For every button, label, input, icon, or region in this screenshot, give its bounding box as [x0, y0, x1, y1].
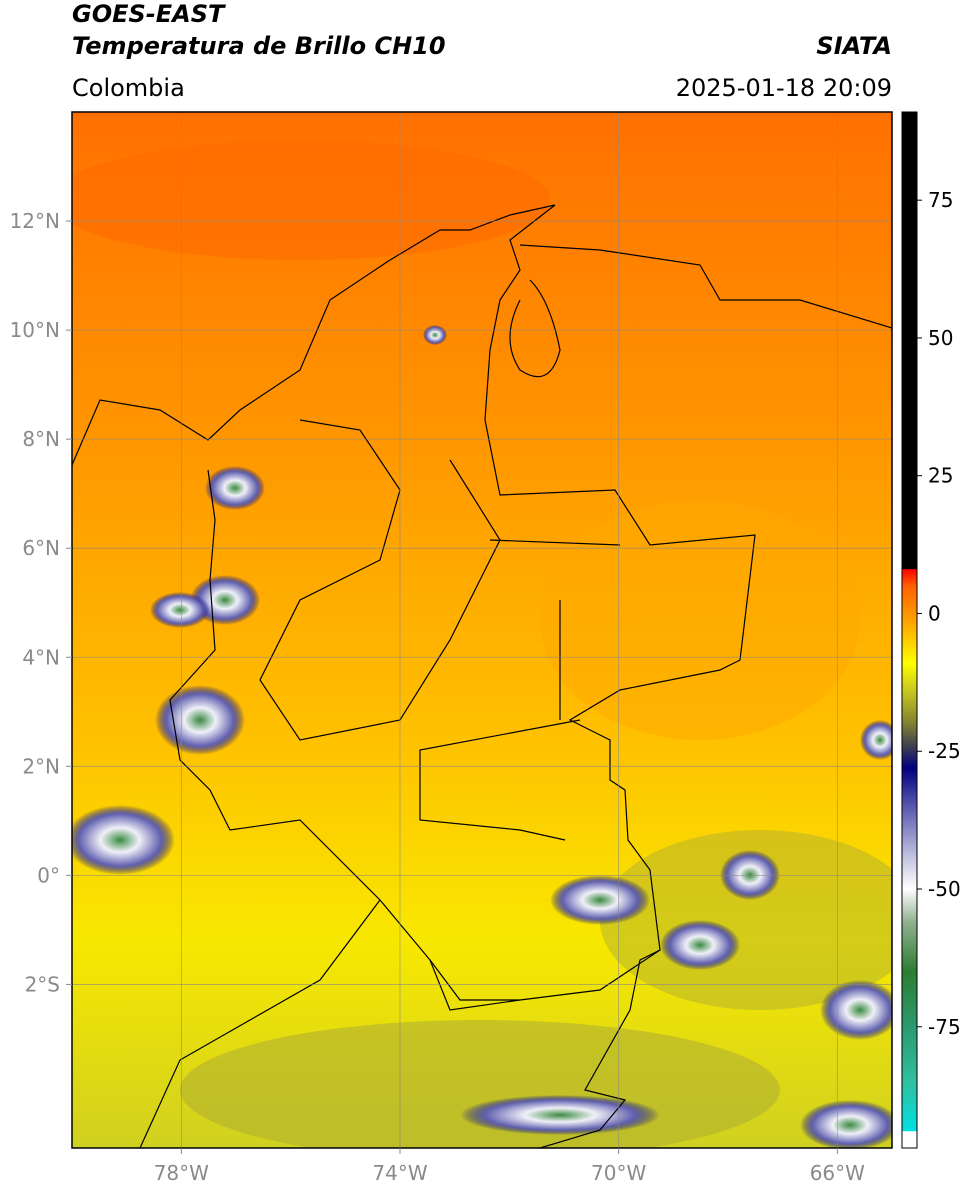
title-line1: GOES-EAST [72, 0, 226, 28]
x-tick-label: 74°W [372, 1161, 427, 1185]
colorbar-tick-label: 25 [928, 464, 953, 488]
x-tick-label: 66°W [810, 1161, 865, 1185]
colorbar-tick-label: -25 [928, 739, 961, 763]
y-tick-label: 4°N [22, 645, 60, 669]
colorbar [901, 111, 918, 1149]
title-line2: Temperatura de Brillo CH10 [72, 32, 446, 60]
region: Colombia [72, 74, 185, 102]
y-tick-label: 0° [37, 863, 60, 887]
y-tick-label: 2°S [25, 972, 60, 996]
colorbar-tick-label: -50 [928, 877, 961, 901]
colorbar-tick-label: 75 [928, 188, 953, 212]
y-tick-label: 8°N [22, 427, 60, 451]
y-tick-label: 10°N [10, 318, 60, 342]
y-tick-label: 2°N [22, 754, 60, 778]
colorbar-tick-label: 50 [928, 326, 953, 350]
y-tick-label: 6°N [22, 536, 60, 560]
map-image [72, 112, 892, 1148]
agency: SIATA [816, 32, 892, 60]
datetime: 2025-01-18 20:09 [676, 74, 892, 102]
y-tick-label: 12°N [10, 209, 60, 233]
x-tick-label: 78°W [154, 1161, 209, 1185]
colorbar-tick-label: -75 [928, 1015, 961, 1039]
map-frame [71, 111, 893, 1149]
colorbar-tick-label: 0 [928, 601, 941, 625]
x-tick-label: 70°W [591, 1161, 646, 1185]
